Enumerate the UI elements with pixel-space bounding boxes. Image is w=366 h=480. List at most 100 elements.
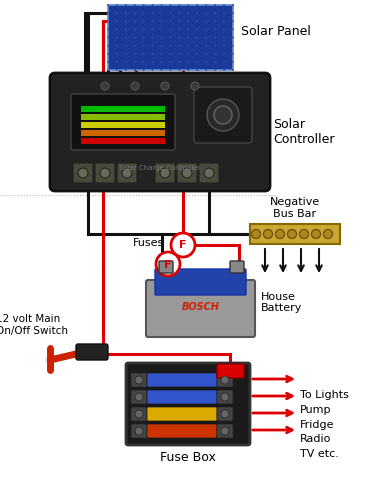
Circle shape <box>221 393 229 401</box>
Circle shape <box>125 61 127 63</box>
Circle shape <box>187 53 189 55</box>
Circle shape <box>125 20 127 22</box>
Circle shape <box>152 28 154 30</box>
Circle shape <box>214 36 216 38</box>
Circle shape <box>204 168 214 178</box>
Circle shape <box>196 69 198 71</box>
FancyBboxPatch shape <box>73 163 93 183</box>
Circle shape <box>152 4 154 6</box>
Circle shape <box>187 45 189 47</box>
Circle shape <box>276 229 284 239</box>
Circle shape <box>169 45 172 47</box>
Circle shape <box>161 4 163 6</box>
Circle shape <box>116 69 118 71</box>
Circle shape <box>134 53 136 55</box>
Circle shape <box>187 4 189 6</box>
FancyBboxPatch shape <box>147 424 217 438</box>
Circle shape <box>179 28 180 30</box>
Circle shape <box>107 45 109 47</box>
Circle shape <box>223 53 225 55</box>
Circle shape <box>169 53 172 55</box>
Circle shape <box>196 61 198 63</box>
Text: F: F <box>179 240 187 251</box>
FancyBboxPatch shape <box>147 407 217 421</box>
FancyBboxPatch shape <box>230 261 244 273</box>
Bar <box>81 114 165 120</box>
FancyBboxPatch shape <box>117 163 137 183</box>
Circle shape <box>221 427 229 435</box>
Circle shape <box>135 393 143 401</box>
Circle shape <box>116 53 118 55</box>
Circle shape <box>232 36 234 38</box>
Text: Solar
Controller: Solar Controller <box>273 118 335 146</box>
Circle shape <box>214 61 216 63</box>
Circle shape <box>205 20 207 22</box>
FancyBboxPatch shape <box>95 163 115 183</box>
Text: F: F <box>164 260 172 269</box>
Circle shape <box>288 229 296 239</box>
Text: Fuse Box: Fuse Box <box>160 451 216 464</box>
Circle shape <box>221 410 229 418</box>
Circle shape <box>161 28 163 30</box>
Circle shape <box>205 53 207 55</box>
FancyBboxPatch shape <box>250 224 340 244</box>
Circle shape <box>214 20 216 22</box>
Circle shape <box>135 376 143 384</box>
Circle shape <box>179 69 180 71</box>
Circle shape <box>182 168 192 178</box>
Circle shape <box>143 4 145 6</box>
Circle shape <box>169 69 172 71</box>
Circle shape <box>179 45 180 47</box>
FancyBboxPatch shape <box>131 373 147 387</box>
FancyBboxPatch shape <box>177 163 197 183</box>
Circle shape <box>107 53 109 55</box>
Circle shape <box>169 4 172 6</box>
Circle shape <box>223 45 225 47</box>
FancyBboxPatch shape <box>147 373 217 387</box>
Circle shape <box>152 53 154 55</box>
Circle shape <box>152 12 154 14</box>
FancyBboxPatch shape <box>131 407 147 421</box>
Circle shape <box>152 20 154 22</box>
Circle shape <box>161 82 169 90</box>
Circle shape <box>107 12 109 14</box>
FancyBboxPatch shape <box>217 424 233 438</box>
Circle shape <box>205 45 207 47</box>
Circle shape <box>223 12 225 14</box>
Circle shape <box>232 20 234 22</box>
Circle shape <box>179 4 180 6</box>
Circle shape <box>161 20 163 22</box>
Circle shape <box>143 28 145 30</box>
Circle shape <box>122 168 132 178</box>
Circle shape <box>125 53 127 55</box>
Circle shape <box>161 36 163 38</box>
Circle shape <box>205 36 207 38</box>
Circle shape <box>232 45 234 47</box>
Circle shape <box>107 36 109 38</box>
FancyBboxPatch shape <box>217 364 244 378</box>
FancyBboxPatch shape <box>217 373 233 387</box>
Circle shape <box>232 53 234 55</box>
Circle shape <box>223 4 225 6</box>
FancyBboxPatch shape <box>131 390 147 404</box>
Circle shape <box>125 28 127 30</box>
FancyBboxPatch shape <box>147 390 217 404</box>
Circle shape <box>169 20 172 22</box>
Circle shape <box>161 12 163 14</box>
Circle shape <box>223 28 225 30</box>
Text: BOSCH: BOSCH <box>182 301 220 312</box>
Circle shape <box>179 12 180 14</box>
Circle shape <box>232 4 234 6</box>
Circle shape <box>196 20 198 22</box>
Circle shape <box>223 69 225 71</box>
Circle shape <box>214 69 216 71</box>
Circle shape <box>143 53 145 55</box>
Circle shape <box>196 53 198 55</box>
Text: 12 volt Main
On/Off Switch: 12 volt Main On/Off Switch <box>0 314 68 336</box>
FancyBboxPatch shape <box>217 390 233 404</box>
Circle shape <box>223 36 225 38</box>
Circle shape <box>101 82 109 90</box>
Circle shape <box>134 20 136 22</box>
Circle shape <box>107 28 109 30</box>
Circle shape <box>179 61 180 63</box>
